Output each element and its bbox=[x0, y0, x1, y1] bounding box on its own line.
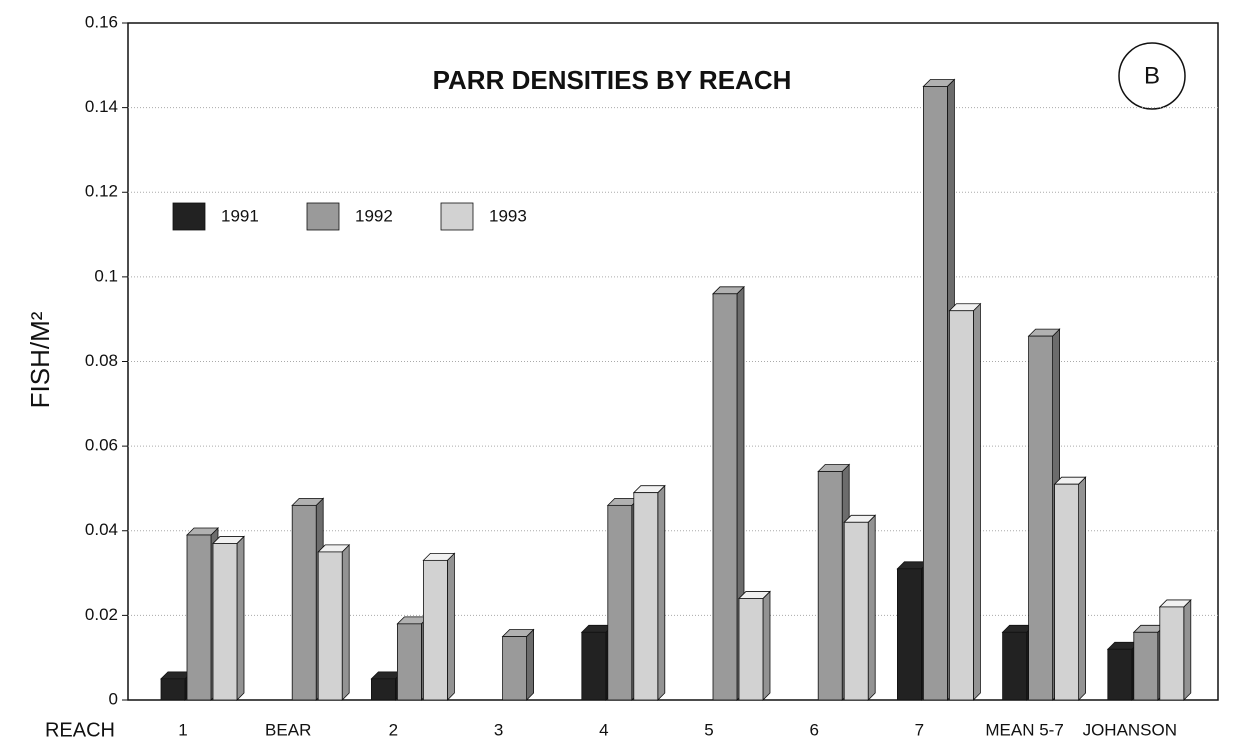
bar bbox=[396, 623, 422, 701]
bar bbox=[843, 521, 869, 701]
bar bbox=[1028, 335, 1053, 701]
legend-swatch bbox=[172, 202, 206, 231]
x-tick-label: BEAR bbox=[265, 720, 311, 739]
bar bbox=[160, 678, 186, 701]
x-tick-label: 2 bbox=[389, 720, 398, 739]
y-tick-label: 0.1 bbox=[94, 266, 118, 285]
bar bbox=[949, 310, 974, 701]
x-tick-label: 4 bbox=[599, 720, 608, 739]
bar-side bbox=[762, 590, 771, 701]
y-tick-label: 0.06 bbox=[85, 436, 118, 455]
bar bbox=[607, 504, 633, 701]
x-tick-label: 1 bbox=[178, 720, 187, 739]
y-axis-label: FISH/M² bbox=[25, 311, 55, 408]
bar bbox=[370, 678, 396, 701]
chart-title: PARR DENSITIES BY REACH bbox=[433, 65, 792, 95]
legend-label: 1993 bbox=[489, 206, 527, 225]
bar-side bbox=[341, 543, 350, 701]
bar bbox=[422, 559, 448, 701]
bar bbox=[1002, 631, 1027, 701]
y-tick-label: 0.02 bbox=[85, 605, 118, 624]
bar bbox=[581, 631, 607, 701]
bar-side bbox=[526, 628, 534, 701]
bar bbox=[1107, 648, 1133, 701]
x-tick-label: 3 bbox=[494, 720, 503, 739]
y-tick-label: 0.08 bbox=[85, 351, 118, 370]
bar-side bbox=[1078, 476, 1086, 701]
bar-side bbox=[1183, 598, 1192, 701]
bar bbox=[1133, 631, 1159, 701]
bar bbox=[1159, 606, 1185, 701]
bar bbox=[502, 636, 528, 701]
y-tick-label: 0.14 bbox=[85, 97, 118, 116]
legend-swatch bbox=[440, 202, 474, 231]
y-tick-label: 0 bbox=[109, 689, 118, 708]
annotation: B bbox=[1144, 62, 1160, 89]
bar bbox=[897, 568, 922, 701]
bar bbox=[923, 86, 948, 701]
bar-side bbox=[973, 302, 981, 701]
legend-label: 1991 bbox=[221, 206, 259, 225]
x-tick-label: 5 bbox=[704, 720, 713, 739]
x-tick-label: 7 bbox=[915, 720, 924, 739]
legend-swatch bbox=[306, 202, 340, 231]
bar bbox=[633, 492, 659, 701]
legend-label: 1992 bbox=[355, 206, 393, 225]
x-tick-label: MEAN 5-7 bbox=[985, 720, 1063, 739]
bar bbox=[738, 598, 764, 701]
bar-side bbox=[657, 484, 666, 701]
bar bbox=[317, 551, 343, 701]
bar bbox=[291, 504, 317, 701]
bar bbox=[712, 293, 738, 701]
x-tick-label: JOHANSON bbox=[1083, 720, 1177, 739]
annotation-circle bbox=[1118, 42, 1186, 110]
y-tick-label: 0.04 bbox=[85, 520, 118, 539]
bar-side bbox=[867, 514, 876, 701]
y-tick-label: 0.16 bbox=[85, 12, 118, 31]
bar-side bbox=[236, 535, 245, 701]
x-axis-label: REACH bbox=[45, 719, 115, 741]
bar bbox=[212, 543, 238, 701]
x-tick-label: 6 bbox=[809, 720, 818, 739]
y-tick-label: 0.12 bbox=[85, 182, 118, 201]
bar bbox=[186, 534, 212, 701]
bar bbox=[817, 471, 843, 701]
bar-side bbox=[446, 552, 455, 701]
bar bbox=[1054, 483, 1079, 701]
